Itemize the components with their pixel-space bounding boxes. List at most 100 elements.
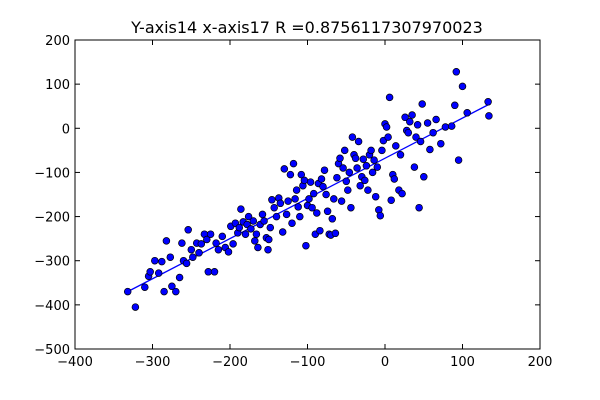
data-point bbox=[373, 163, 382, 171]
data-point bbox=[203, 235, 211, 244]
data-point bbox=[412, 133, 420, 141]
data-point bbox=[166, 253, 175, 261]
data-point bbox=[294, 203, 302, 211]
data-point bbox=[305, 195, 313, 203]
data-point bbox=[319, 182, 327, 191]
data-point bbox=[418, 100, 426, 108]
data-point bbox=[331, 229, 340, 238]
data-point bbox=[328, 215, 337, 223]
data-point bbox=[168, 282, 176, 291]
data-point bbox=[359, 155, 368, 163]
y-tick-label: −200 bbox=[34, 211, 70, 226]
data-point bbox=[151, 256, 159, 265]
x-tick-label: −300 bbox=[135, 355, 171, 370]
data-point bbox=[437, 139, 445, 148]
y-tick-label: −500 bbox=[34, 343, 70, 358]
data-point bbox=[458, 82, 467, 91]
data-point bbox=[447, 122, 456, 130]
data-point bbox=[241, 230, 250, 238]
chart-title: Y-axis14 x-axis17 R =0.8756117307970023 bbox=[130, 18, 483, 37]
data-point bbox=[195, 249, 203, 257]
data-point bbox=[387, 196, 395, 204]
x-tick-label: −100 bbox=[290, 355, 326, 370]
data-point bbox=[426, 145, 434, 154]
data-point bbox=[123, 287, 132, 296]
data-point bbox=[317, 175, 326, 183]
data-point bbox=[371, 192, 380, 201]
data-point bbox=[251, 237, 259, 245]
data-point bbox=[289, 159, 298, 168]
x-tick-label: 100 bbox=[450, 355, 475, 370]
data-point bbox=[204, 268, 213, 276]
data-point bbox=[420, 173, 428, 181]
data-point bbox=[330, 195, 338, 203]
data-point bbox=[452, 68, 461, 76]
y-tick-label: 100 bbox=[45, 78, 70, 93]
y-tick-label: 0 bbox=[62, 122, 70, 137]
y-tick-label: −100 bbox=[34, 166, 70, 181]
data-point bbox=[362, 162, 371, 170]
data-point bbox=[272, 212, 281, 221]
data-point bbox=[345, 168, 354, 177]
data-point bbox=[485, 112, 493, 120]
y-tick-label: 200 bbox=[45, 34, 70, 49]
data-point bbox=[416, 137, 425, 146]
data-point bbox=[368, 168, 377, 177]
data-point bbox=[429, 128, 437, 137]
data-point bbox=[265, 235, 273, 244]
data-point bbox=[197, 240, 206, 248]
data-point bbox=[423, 119, 432, 127]
data-point bbox=[214, 245, 223, 254]
data-point bbox=[187, 245, 196, 254]
data-point bbox=[322, 190, 330, 199]
data-point bbox=[408, 111, 416, 119]
data-point bbox=[353, 164, 361, 172]
data-point bbox=[361, 176, 369, 185]
data-point bbox=[260, 217, 268, 225]
data-point bbox=[396, 151, 405, 159]
x-tick-label: 200 bbox=[528, 355, 553, 370]
x-tick-label: −200 bbox=[212, 355, 248, 370]
data-point bbox=[351, 154, 360, 163]
data-point bbox=[401, 113, 409, 122]
data-point bbox=[302, 241, 310, 250]
data-point bbox=[484, 98, 492, 106]
data-point bbox=[218, 232, 227, 241]
data-point bbox=[210, 268, 219, 276]
data-point bbox=[337, 197, 346, 205]
data-point bbox=[160, 287, 168, 296]
data-point bbox=[376, 211, 385, 220]
data-point bbox=[286, 170, 295, 179]
data-point bbox=[189, 253, 197, 261]
data-point bbox=[463, 109, 471, 117]
data-point bbox=[162, 237, 171, 245]
data-point bbox=[390, 175, 399, 183]
data-point bbox=[382, 123, 391, 131]
data-point bbox=[356, 181, 364, 190]
data-point bbox=[252, 230, 261, 238]
data-point bbox=[354, 137, 363, 146]
data-point bbox=[410, 163, 419, 171]
data-point bbox=[237, 205, 245, 213]
data-point bbox=[212, 239, 220, 247]
data-point bbox=[451, 101, 459, 110]
data-point bbox=[288, 219, 296, 227]
data-point bbox=[178, 239, 186, 247]
data-point bbox=[333, 173, 341, 182]
data-point bbox=[378, 146, 386, 155]
y-tick-label: −400 bbox=[34, 299, 70, 314]
data-point bbox=[398, 189, 406, 198]
data-point bbox=[370, 156, 378, 164]
axes: −400 −300 −200 −100 0 100 200−500−400−300−200−… bbox=[34, 34, 552, 370]
data-point bbox=[146, 268, 154, 276]
data-point bbox=[284, 197, 292, 205]
data-point bbox=[300, 176, 309, 185]
data-point bbox=[278, 228, 287, 236]
x-tick-label: 0 bbox=[381, 355, 389, 370]
data-point bbox=[432, 115, 440, 124]
data-point bbox=[182, 259, 191, 268]
data-point bbox=[344, 186, 352, 194]
data-point bbox=[348, 133, 357, 141]
data-point bbox=[323, 207, 332, 216]
